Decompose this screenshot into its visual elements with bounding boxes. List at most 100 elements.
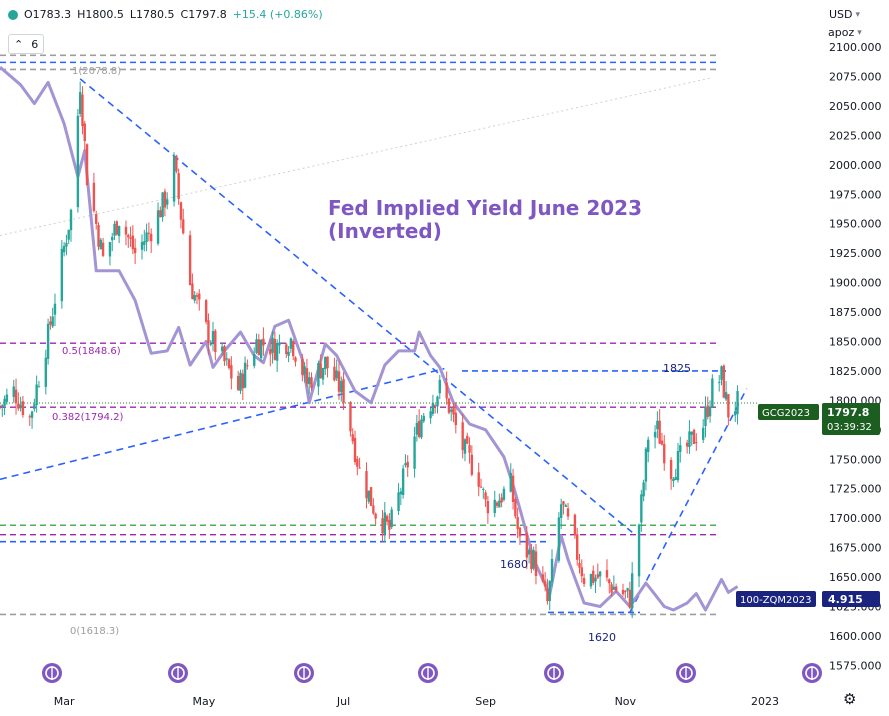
candle-body xyxy=(438,379,441,394)
dollar-event-icon[interactable] xyxy=(294,663,314,683)
annotation-subtitle: (Inverted) xyxy=(328,219,442,243)
candle-body xyxy=(436,396,439,407)
candle-body xyxy=(640,494,643,523)
indicators-toggle[interactable]: ⌃ 6 xyxy=(8,34,45,54)
candle-body xyxy=(429,411,432,419)
candle-body xyxy=(44,357,48,387)
candle-body xyxy=(530,550,533,570)
candle-body xyxy=(369,487,373,506)
y-tick-label: 2050.000 xyxy=(829,100,882,113)
candle-body xyxy=(688,431,691,448)
candle-body xyxy=(722,365,725,398)
candle-body xyxy=(576,534,579,560)
candle-body xyxy=(117,225,121,237)
candle-body xyxy=(708,406,712,417)
y-tick-label: 1700.000 xyxy=(829,512,882,525)
candle-body xyxy=(353,437,357,463)
candle-body xyxy=(422,415,425,422)
candle-body xyxy=(573,514,577,536)
candle-body xyxy=(663,444,666,464)
candle-body xyxy=(53,303,57,315)
currency-selector[interactable]: USD ▾ xyxy=(829,8,860,21)
candle-body xyxy=(211,331,215,343)
candle-body xyxy=(127,235,130,238)
y-tick-label: 1575.000 xyxy=(829,659,882,672)
candle-body xyxy=(718,381,721,383)
candle-body xyxy=(67,229,70,240)
gold-countdown: 03:39:32 xyxy=(827,422,872,433)
level-label-1620: 1620 xyxy=(588,631,616,644)
y-tick-label: 1875.000 xyxy=(829,306,882,319)
candle-body xyxy=(147,232,151,234)
candle-body xyxy=(78,92,82,114)
event-icons[interactable] xyxy=(42,663,822,683)
candle-body xyxy=(479,486,483,488)
candle-body xyxy=(92,182,96,211)
candle-body xyxy=(351,434,354,442)
candle-body xyxy=(198,293,201,300)
candle-body xyxy=(337,371,341,392)
candle-body xyxy=(589,573,593,587)
scale-mode-selector[interactable]: apoz ▾ xyxy=(828,26,862,39)
candle-body xyxy=(420,419,423,438)
y-tick-label: 1825.000 xyxy=(829,365,882,378)
candle-body xyxy=(550,558,554,582)
dollar-event-icon[interactable] xyxy=(418,663,438,683)
candle-body xyxy=(401,468,405,495)
candle-body xyxy=(527,549,531,555)
candle-body xyxy=(230,365,233,379)
candle-body xyxy=(195,295,199,297)
gear-icon[interactable]: ⚙ xyxy=(843,690,857,708)
dollar-event-icon[interactable] xyxy=(676,663,696,683)
dollar-event-icon[interactable] xyxy=(544,663,564,683)
candle-body xyxy=(546,588,549,602)
dollar-event-icon[interactable] xyxy=(168,663,188,683)
candle-body xyxy=(415,422,419,435)
candle-body xyxy=(358,467,361,469)
candle-body xyxy=(124,226,128,235)
candle-body xyxy=(161,192,164,218)
candle-body xyxy=(30,411,34,418)
x-tick-label: Mar xyxy=(54,695,75,708)
candle-body xyxy=(511,475,515,503)
candle-body xyxy=(317,362,320,387)
candle-body xyxy=(262,338,265,346)
candle-body xyxy=(548,581,551,601)
candle-body xyxy=(223,346,226,362)
candle-body xyxy=(647,439,650,453)
candle-body xyxy=(275,342,279,361)
candle-body xyxy=(525,533,529,558)
candle-body xyxy=(614,586,618,591)
candle-body xyxy=(580,567,583,577)
candle-body xyxy=(149,233,153,242)
fed-value: 4.915 xyxy=(828,593,863,606)
candle-body xyxy=(113,224,116,236)
fed-symbol: 100-ZQM2023 xyxy=(740,595,812,606)
chevron-down-icon: ▾ xyxy=(857,27,862,38)
candle-body xyxy=(33,404,36,409)
candle-body xyxy=(672,478,675,482)
candle-body xyxy=(417,420,421,437)
y-tick-label: 2075.000 xyxy=(829,71,882,84)
candle-body xyxy=(598,571,602,577)
candle-body xyxy=(543,581,547,587)
dollar-event-icon[interactable] xyxy=(42,663,62,683)
candle-body xyxy=(65,242,68,247)
x-axis-ticks: Mar May Jul Sep Nov 2023 xyxy=(54,695,779,708)
candle-body xyxy=(166,199,169,205)
y-tick-label: 1950.000 xyxy=(829,218,882,231)
candle-body xyxy=(101,242,105,256)
candle-body xyxy=(516,517,519,530)
candle-body xyxy=(303,366,306,374)
candle-body xyxy=(227,359,231,369)
dollar-event-icon[interactable] xyxy=(802,663,822,683)
candle-body xyxy=(1,405,4,407)
candle-body xyxy=(95,214,98,224)
candle-body xyxy=(500,497,503,503)
candle-body xyxy=(46,323,50,359)
candle-body xyxy=(220,346,224,352)
candle-body xyxy=(450,409,453,412)
y-axis-ticks: 1575.0001600.0001625.0001650.0001675.000… xyxy=(829,41,882,672)
indicators-count: 6 xyxy=(31,37,39,51)
